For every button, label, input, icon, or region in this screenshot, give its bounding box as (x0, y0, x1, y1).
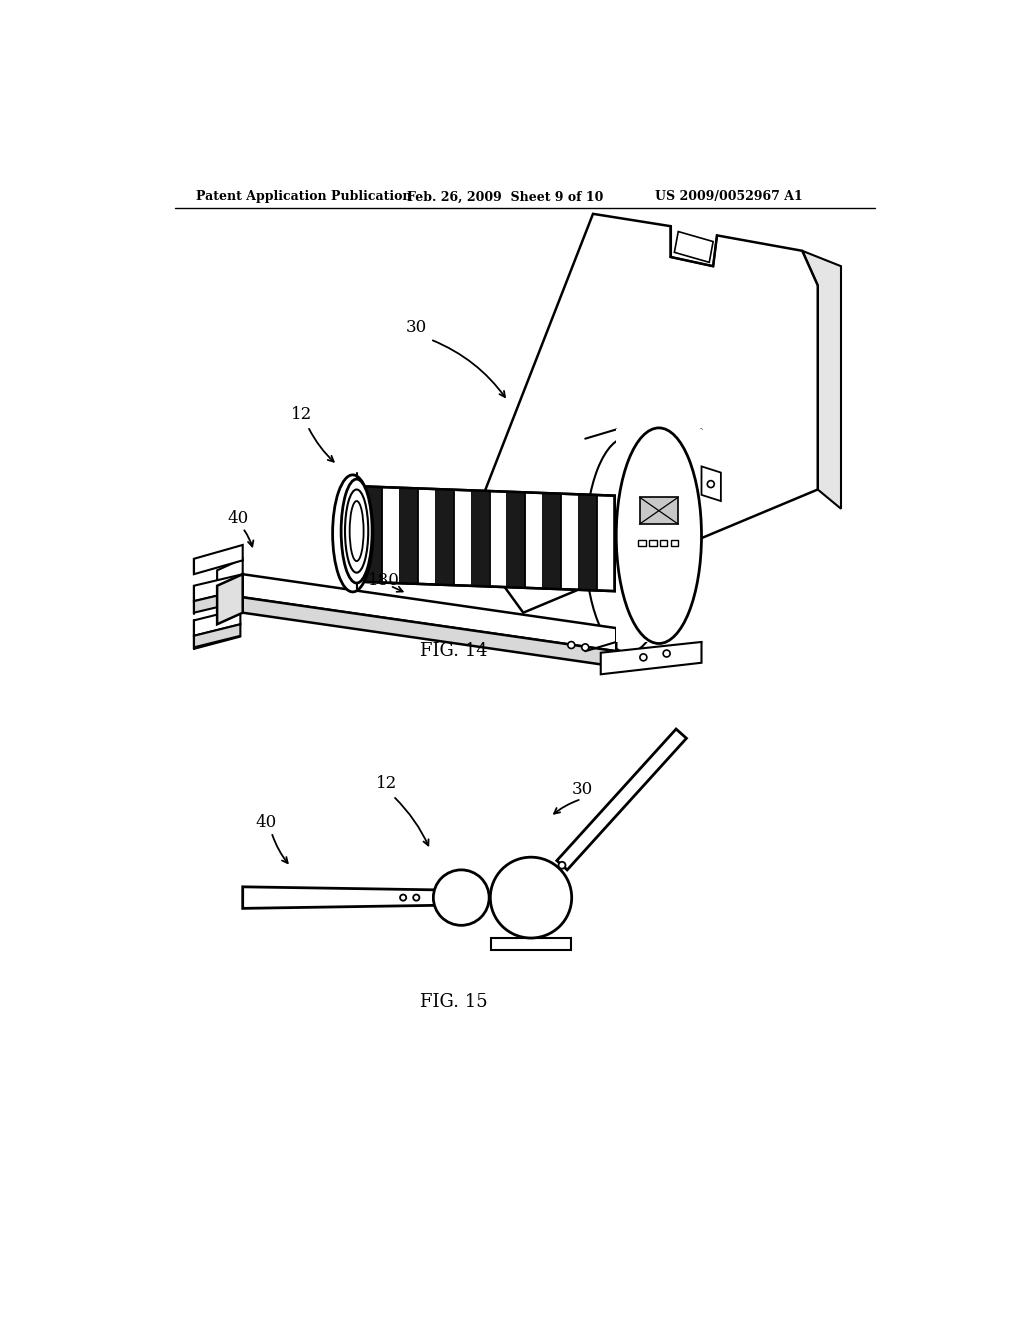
Text: FIG. 15: FIG. 15 (420, 993, 487, 1011)
Text: 12: 12 (376, 775, 397, 792)
Polygon shape (701, 466, 721, 502)
Polygon shape (243, 597, 616, 667)
Ellipse shape (708, 480, 715, 487)
Polygon shape (194, 609, 241, 636)
Polygon shape (217, 574, 243, 624)
Ellipse shape (664, 649, 670, 657)
Ellipse shape (616, 428, 701, 644)
Polygon shape (543, 492, 561, 589)
Polygon shape (400, 488, 418, 583)
Text: 40: 40 (256, 813, 278, 830)
Ellipse shape (400, 895, 407, 900)
Polygon shape (579, 495, 597, 590)
Text: 180: 180 (369, 572, 400, 589)
Polygon shape (436, 490, 454, 585)
Polygon shape (640, 498, 678, 524)
Text: Feb. 26, 2009  Sheet 9 of 10: Feb. 26, 2009 Sheet 9 of 10 (407, 190, 603, 203)
Polygon shape (194, 545, 243, 574)
Ellipse shape (433, 870, 489, 925)
Ellipse shape (582, 644, 589, 651)
Text: 30: 30 (406, 319, 427, 337)
Ellipse shape (341, 479, 372, 583)
Polygon shape (508, 492, 525, 587)
Ellipse shape (558, 862, 565, 869)
Text: 30: 30 (571, 781, 593, 799)
Text: 12: 12 (291, 405, 312, 422)
Polygon shape (616, 429, 701, 642)
Polygon shape (365, 487, 382, 582)
Polygon shape (365, 487, 614, 591)
Polygon shape (649, 540, 656, 546)
Polygon shape (194, 590, 243, 612)
Ellipse shape (568, 642, 574, 648)
Polygon shape (659, 540, 668, 546)
Ellipse shape (414, 895, 420, 900)
Polygon shape (638, 540, 646, 546)
Ellipse shape (349, 502, 364, 561)
Polygon shape (243, 574, 616, 651)
Text: Patent Application Publication: Patent Application Publication (197, 190, 412, 203)
Polygon shape (194, 574, 243, 601)
Polygon shape (802, 251, 841, 508)
Polygon shape (601, 642, 701, 675)
Polygon shape (194, 624, 241, 647)
Ellipse shape (333, 475, 373, 591)
Polygon shape (490, 937, 571, 950)
Polygon shape (472, 491, 489, 586)
Polygon shape (675, 231, 713, 263)
Ellipse shape (345, 490, 369, 573)
Polygon shape (243, 887, 438, 908)
Text: FIG. 14: FIG. 14 (420, 643, 487, 660)
Polygon shape (217, 558, 243, 587)
Polygon shape (557, 729, 686, 870)
Polygon shape (671, 540, 678, 546)
Polygon shape (467, 214, 818, 612)
Text: US 2009/0052967 A1: US 2009/0052967 A1 (655, 190, 803, 203)
Ellipse shape (490, 857, 571, 939)
Ellipse shape (640, 653, 647, 661)
Ellipse shape (586, 437, 671, 653)
Text: 40: 40 (227, 511, 249, 527)
